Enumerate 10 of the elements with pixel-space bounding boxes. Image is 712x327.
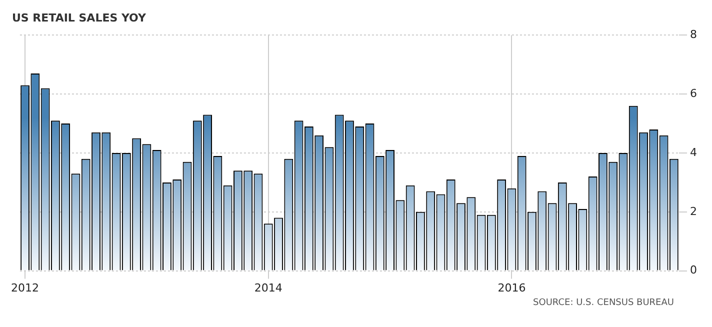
- source-note: SOURCE: U.S. CENSUS BUREAU: [532, 298, 674, 308]
- y-tick-label: 0: [690, 264, 697, 277]
- x-tick-label: 2016: [498, 281, 526, 294]
- y-tick-label: 6: [690, 86, 697, 100]
- y-tick-label: 8: [690, 28, 697, 42]
- chart-title: US RETAIL SALES YOY: [12, 11, 148, 24]
- y-tick-label: 4: [690, 146, 697, 159]
- x-tick-label: 2014: [254, 281, 282, 294]
- x-tick-label: 2012: [11, 281, 40, 294]
- y-tick-label: 2: [690, 204, 697, 218]
